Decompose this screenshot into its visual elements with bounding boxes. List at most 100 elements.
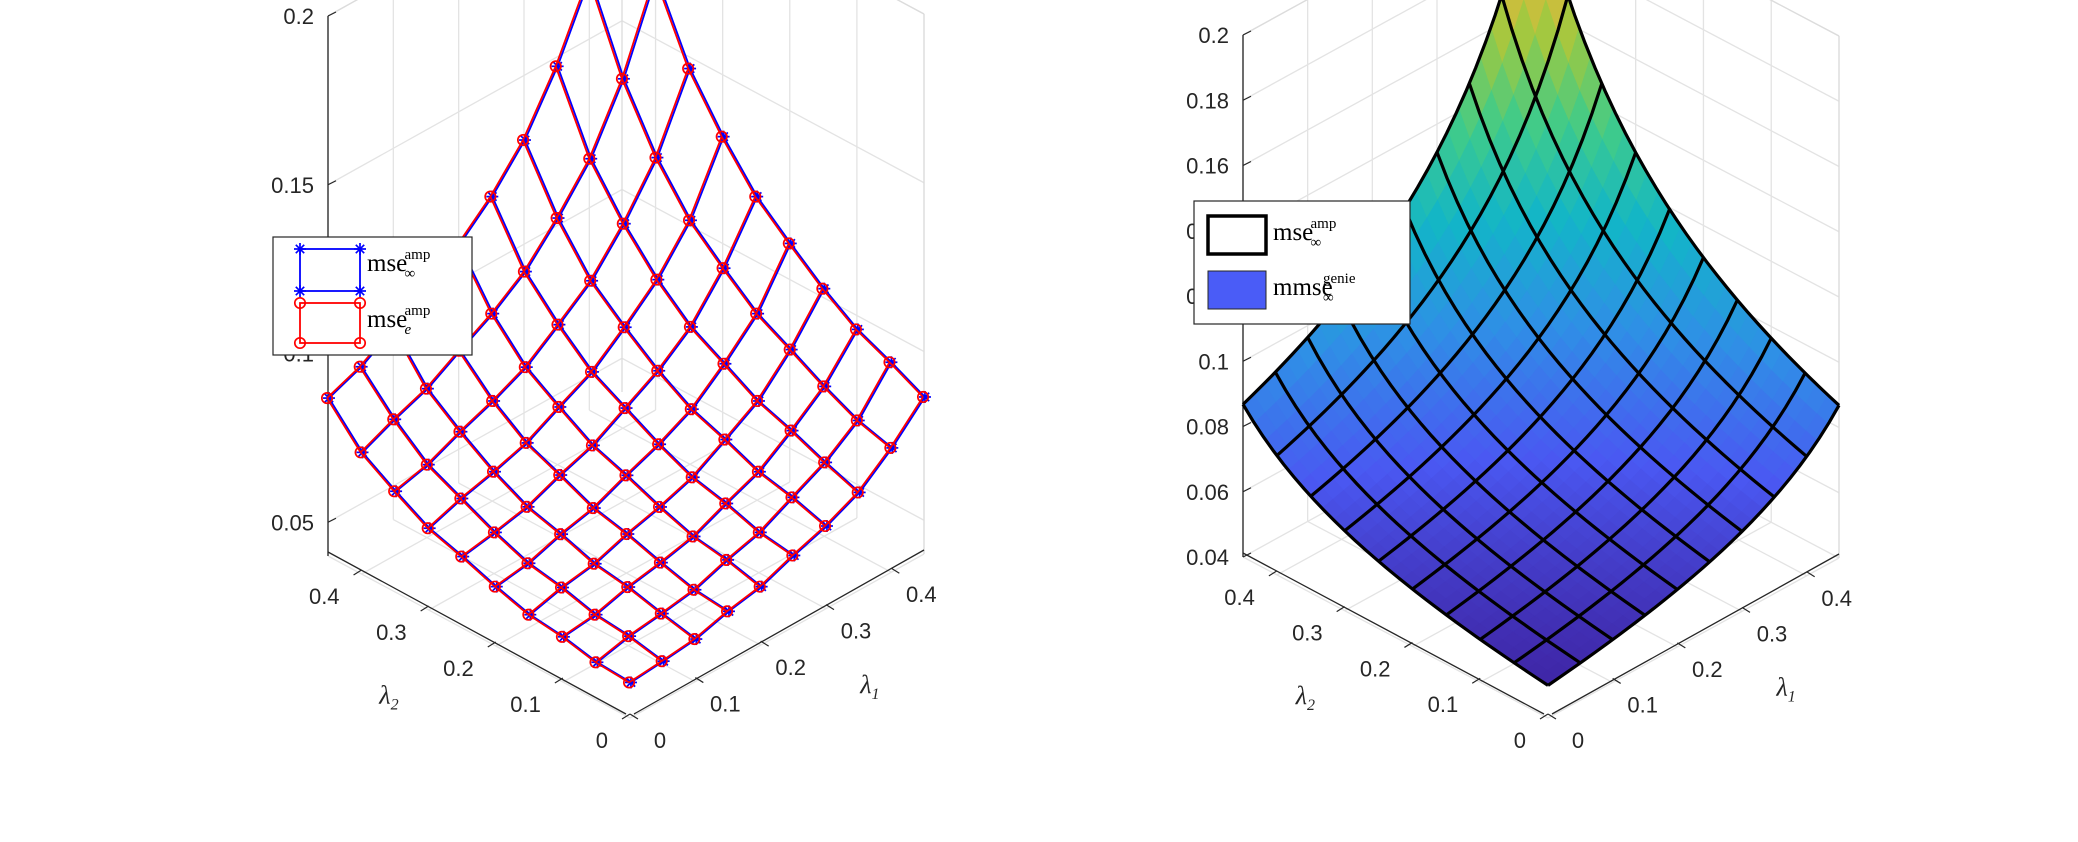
left-mesh-line — [393, 68, 689, 492]
left-mesh-line — [527, 288, 824, 616]
left-marker-circle — [783, 343, 796, 356]
left-marker-circle — [683, 320, 696, 333]
left-y-tick-label: 0.2 — [443, 656, 474, 681]
left-marker-circle — [720, 605, 734, 618]
left-frame-top — [327, 0, 925, 17]
left-marker-circle — [782, 237, 795, 250]
left-mesh-line — [628, 396, 924, 684]
left-marker-circle — [750, 307, 763, 320]
left-z-tick-label: 0.15 — [271, 173, 314, 198]
right-edge-line — [1377, 208, 1672, 563]
left-marker-circle — [818, 519, 832, 533]
right-x-axis-label: λ1 — [1776, 673, 1796, 706]
left-marker-circle — [688, 633, 701, 646]
left-marker-circle — [655, 655, 668, 668]
right-edge-line — [1567, 0, 1841, 407]
left-legend-item-2-label: mse — [367, 306, 407, 333]
left-marker-circle — [785, 491, 798, 504]
left-marker-circle — [615, 72, 628, 85]
right-legend-item-2-label: mmse — [1273, 274, 1333, 301]
left-marker-circle — [584, 365, 598, 378]
left-marker-circle — [682, 214, 696, 227]
left-y-axis-label: λ2 — [378, 681, 398, 714]
left-marker-circle — [421, 522, 434, 535]
right-y-tick-label: 0.4 — [1224, 585, 1255, 610]
left-z-tick — [327, 11, 337, 17]
left-marker-circle — [589, 656, 602, 669]
left-legend-marker-asterisk — [294, 243, 306, 255]
left-floor-grid-x — [458, 482, 761, 646]
left-mesh-line — [491, 196, 795, 557]
left-mesh-line — [664, 0, 926, 398]
left-mesh-line — [496, 243, 792, 588]
right-legend-item-1-label: mse — [1273, 219, 1313, 246]
left-mesh-line — [393, 327, 697, 640]
left-x-tick — [891, 567, 900, 574]
right-x-tick — [1612, 677, 1621, 684]
left-marker-circle — [916, 390, 930, 404]
left-legend-item-1-label: mse — [367, 250, 407, 277]
left-floor-grid-y — [428, 445, 723, 611]
left-marker-circle — [488, 580, 501, 593]
left-z-tick — [327, 180, 337, 186]
left-marker-circle — [620, 527, 633, 541]
left-marker-circle — [585, 439, 598, 452]
left-legend-marker-asterisk — [294, 285, 306, 297]
left-x-tick — [629, 713, 639, 720]
right-x-tick-label: 0.1 — [1627, 692, 1658, 717]
left-y-tick-label: 0.3 — [376, 620, 407, 645]
left-mesh-line — [391, 327, 695, 640]
left-grid — [327, 0, 925, 719]
right-x-tick-label: 0.3 — [1757, 621, 1788, 646]
left-marker-circle — [555, 630, 568, 643]
left-marker-circle — [353, 360, 366, 373]
right-y-tick-label: 0.1 — [1428, 692, 1459, 717]
right-edge-line — [1501, 0, 1808, 458]
left-marker-circle — [649, 151, 662, 164]
left-legend-box — [272, 236, 473, 356]
right-edge-line — [1338, 298, 1646, 617]
left-marker-circle — [387, 413, 400, 426]
left-marker-circle — [454, 492, 467, 505]
left-axes: 00.10.20.30.400.10.20.30.40.050.10.150.2… — [271, 4, 936, 753]
left-marker-circle — [616, 217, 629, 230]
left-mesh-line — [326, 397, 630, 684]
left-mesh-line — [561, 328, 857, 638]
right-x-tick-label: 0 — [1572, 728, 1584, 753]
left-marker-circle — [850, 414, 863, 427]
right-z-tick — [1242, 30, 1252, 36]
left-z-tick-label: 0.05 — [271, 510, 314, 535]
left-marker-circle — [715, 130, 728, 143]
right-edge-line — [1467, 82, 1776, 499]
left-mesh-line — [456, 244, 761, 588]
right-floor-grid-x — [1242, 556, 1549, 719]
left-marker-circle — [420, 458, 433, 471]
left-x-tick-label: 0 — [654, 728, 666, 753]
left-marker-circle — [487, 526, 500, 539]
left-marker-circle — [453, 425, 466, 438]
left-x-tick — [825, 604, 835, 611]
left-legend-marker-asterisk — [354, 243, 366, 255]
left-wall-grid-z — [327, 357, 925, 523]
left-mesh-line — [596, 361, 893, 664]
left-mesh-line — [594, 361, 891, 664]
right-edge-line — [1479, 337, 1773, 641]
left-marker-circle — [621, 580, 634, 594]
left-marker-circle — [551, 318, 564, 331]
right-edge-line — [1435, 151, 1743, 533]
left-marker-circle — [583, 152, 596, 165]
left-x-tick — [695, 677, 704, 684]
left-mesh-line — [328, 397, 632, 684]
left-marker-circle — [419, 382, 432, 395]
left-floor-grid-y — [361, 409, 656, 575]
left-y-tick — [621, 713, 631, 720]
left-legend-marker-circle — [353, 336, 367, 350]
left-floor-grid-x — [523, 446, 827, 610]
left-floor-grid-x — [327, 555, 631, 719]
left-marker-circle — [486, 394, 499, 408]
right-z-tick-label: 0.18 — [1186, 88, 1229, 113]
right-edge-line — [1273, 371, 1582, 665]
left-marker-circle — [552, 400, 565, 414]
